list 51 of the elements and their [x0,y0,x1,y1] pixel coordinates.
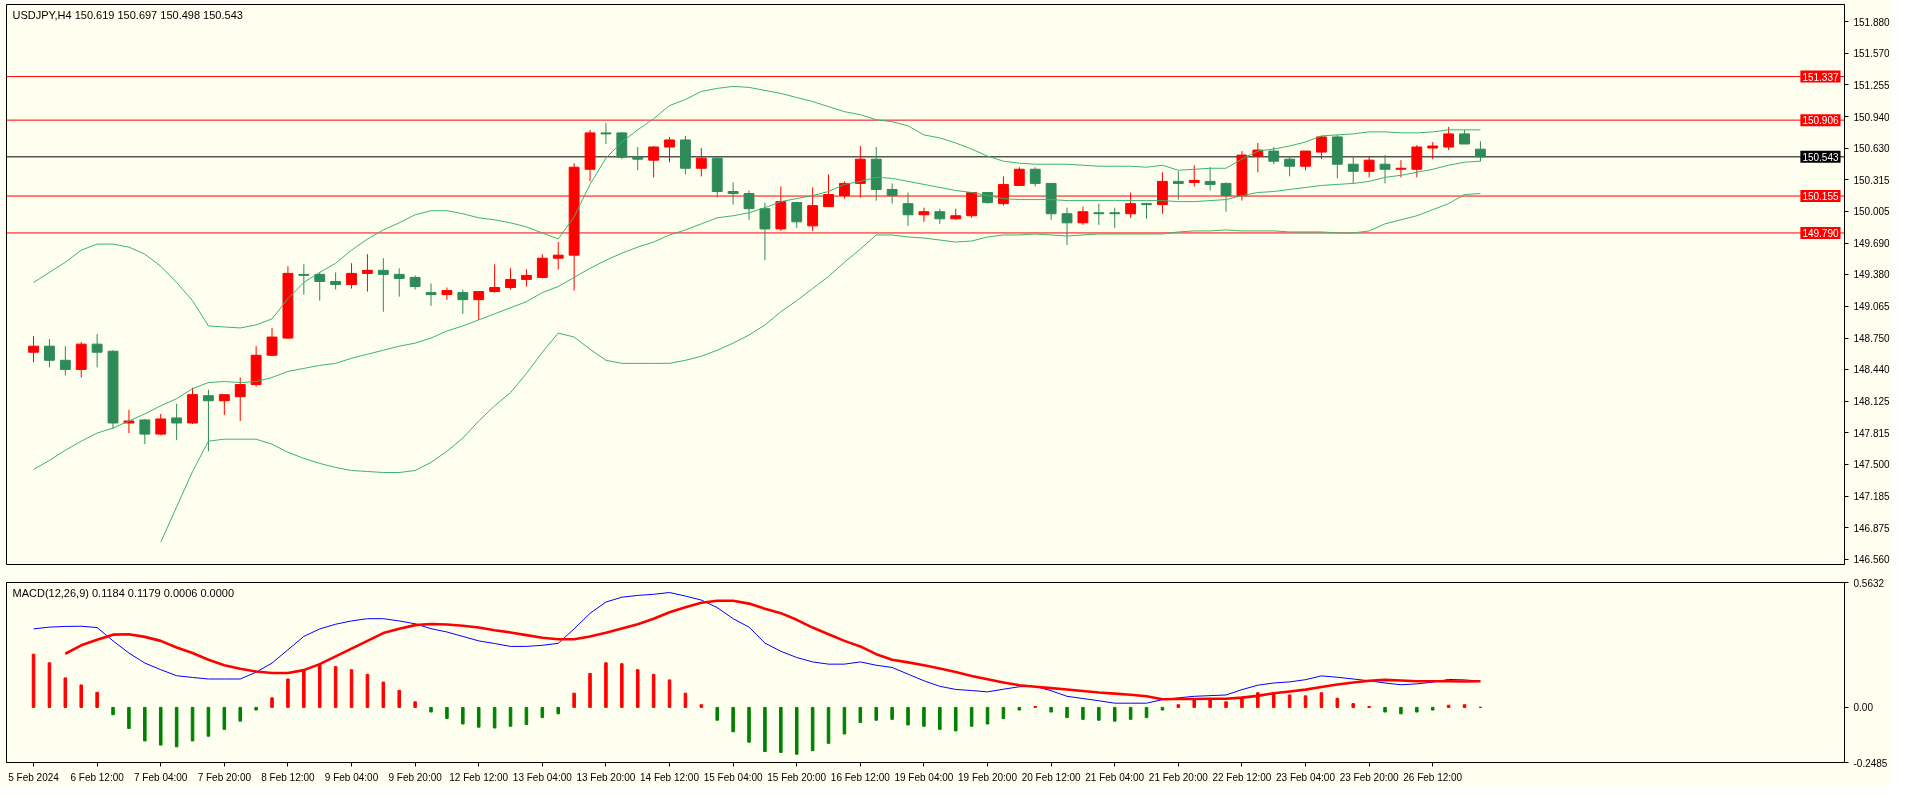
x-tick-label: 16 Feb 12:00 [830,771,891,783]
x-tick-label: 13 Feb 20:00 [576,771,636,783]
x-tick-label: 21 Feb 20:00 [1148,771,1209,783]
y-tick-label: 151.570 [1853,48,1891,60]
y-tick-label: 147.185 [1853,491,1891,503]
y-tick-label: 0.00 [1853,702,1874,714]
x-tick-label: 23 Feb 20:00 [1339,771,1400,783]
y-tick-label: 148.125 [1853,396,1891,408]
ref-line-label: 150.155 [1802,191,1839,203]
x-tick-label: 14 Feb 12:00 [640,771,700,783]
x-tick-label: 9 Feb 04:00 [324,771,379,783]
y-tick-label: 151.880 [1853,16,1891,28]
y-tick-label: -0.2485 [1853,757,1888,769]
x-tick-label: 12 Feb 12:00 [449,771,509,783]
x-tick-label: 15 Feb 20:00 [767,771,827,783]
y-tick-label: 148.440 [1853,364,1891,376]
y-tick-label: 149.690 [1853,238,1891,250]
x-tick-label: 7 Feb 04:00 [134,771,188,783]
y-tick-label: 148.750 [1853,333,1891,345]
x-tick-label: 19 Feb 04:00 [894,771,954,783]
y-tick-label: 147.500 [1853,459,1891,471]
chart-title: MACD(12,26,9) 0.1184 0.1179 0.0006 0.0000 [12,586,235,599]
x-tick-label: 15 Feb 04:00 [703,771,764,783]
x-tick-label: 5 Feb 2024 [8,771,60,783]
y-tick-label: 150.005 [1853,206,1891,218]
x-tick-label: 9 Feb 20:00 [388,771,443,783]
ref-line-label: 150.543 [1802,151,1839,163]
y-tick-label: 147.815 [1853,427,1891,439]
x-tick-label: 22 Feb 12:00 [1212,771,1272,783]
y-tick-label: 151.255 [1853,79,1891,91]
x-tick-label: 7 Feb 20:00 [197,771,252,783]
y-tick-label: 0.5632 [1853,577,1885,589]
y-tick-label: 146.560 [1853,554,1891,566]
x-tick-label: 23 Feb 04:00 [1276,771,1336,783]
ref-line-label: 149.790 [1802,227,1839,239]
ref-line-label: 150.906 [1802,115,1839,127]
x-tick-label: 20 Feb 12:00 [1021,771,1082,783]
x-tick-label: 26 Feb 12:00 [1403,771,1463,783]
x-tick-label: 21 Feb 04:00 [1085,771,1145,783]
x-tick-label: 19 Feb 20:00 [958,771,1018,783]
chart-title: USDJPY,H4 150.619 150.697 150.498 150.543 [12,8,243,21]
y-tick-label: 146.875 [1853,522,1891,534]
y-tick-label: 149.380 [1853,269,1891,281]
x-tick-label: 8 Feb 12:00 [261,771,316,783]
x-tick-label: 6 Feb 12:00 [70,771,125,783]
y-tick-label: 150.315 [1853,174,1891,186]
y-tick-label: 149.065 [1853,301,1891,313]
y-tick-label: 150.630 [1853,143,1891,155]
ref-line-label: 151.337 [1802,71,1839,83]
x-tick-label: 13 Feb 04:00 [512,771,573,783]
y-tick-label: 150.940 [1853,111,1891,123]
